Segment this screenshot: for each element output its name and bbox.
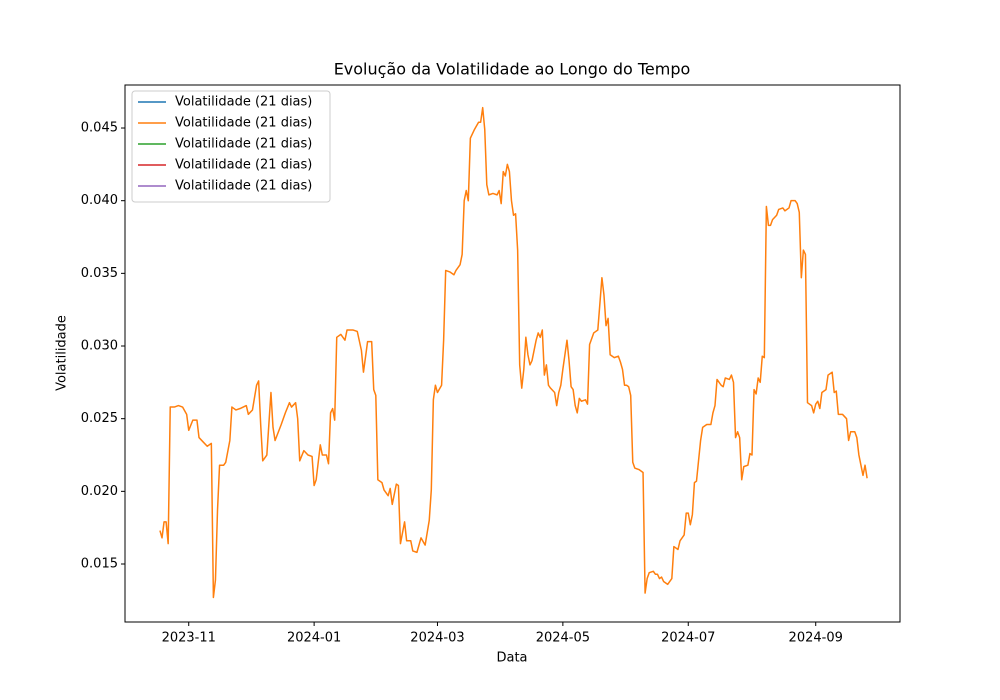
plot-frame <box>124 84 901 623</box>
y-tick-label: 0.045 <box>81 121 118 136</box>
x-tick-label: 2024-05 <box>536 631 590 646</box>
legend-label: Volatilidade (21 dias) <box>175 116 312 131</box>
y-tick-label: 0.035 <box>81 266 118 281</box>
y-axis-label: Volatilidade <box>55 315 70 391</box>
x-tick-label: 2024-01 <box>287 631 341 646</box>
legend-box <box>131 90 331 203</box>
x-tick-label: 2023-11 <box>162 631 216 646</box>
legend-label: Volatilidade (21 dias) <box>175 158 312 173</box>
y-tick-label: 0.020 <box>81 484 118 499</box>
x-axis-label: Data <box>496 651 527 666</box>
y-tick-label: 0.030 <box>81 339 118 354</box>
x-tick-label: 2024-09 <box>789 631 843 646</box>
x-tick-label: 2024-07 <box>661 631 715 646</box>
legend-label: Volatilidade (21 dias) <box>175 95 312 110</box>
data-line <box>159 106 868 599</box>
legend-label: Volatilidade (21 dias) <box>175 179 312 194</box>
chart-title: Evolução da Volatilidade ao Longo do Tem… <box>334 60 691 79</box>
y-tick-label: 0.025 <box>81 411 118 426</box>
y-tick-label: 0.040 <box>81 193 118 208</box>
y-tick-label: 0.015 <box>81 557 118 572</box>
x-tick-label: 2024-03 <box>410 631 464 646</box>
legend-label: Volatilidade (21 dias) <box>175 137 312 152</box>
